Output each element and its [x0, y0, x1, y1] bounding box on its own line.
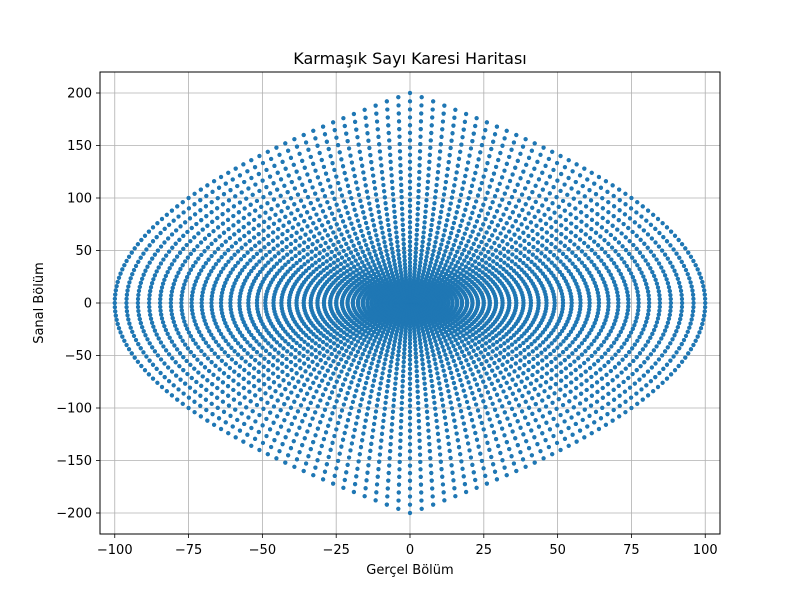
scatter-points	[112, 90, 708, 516]
